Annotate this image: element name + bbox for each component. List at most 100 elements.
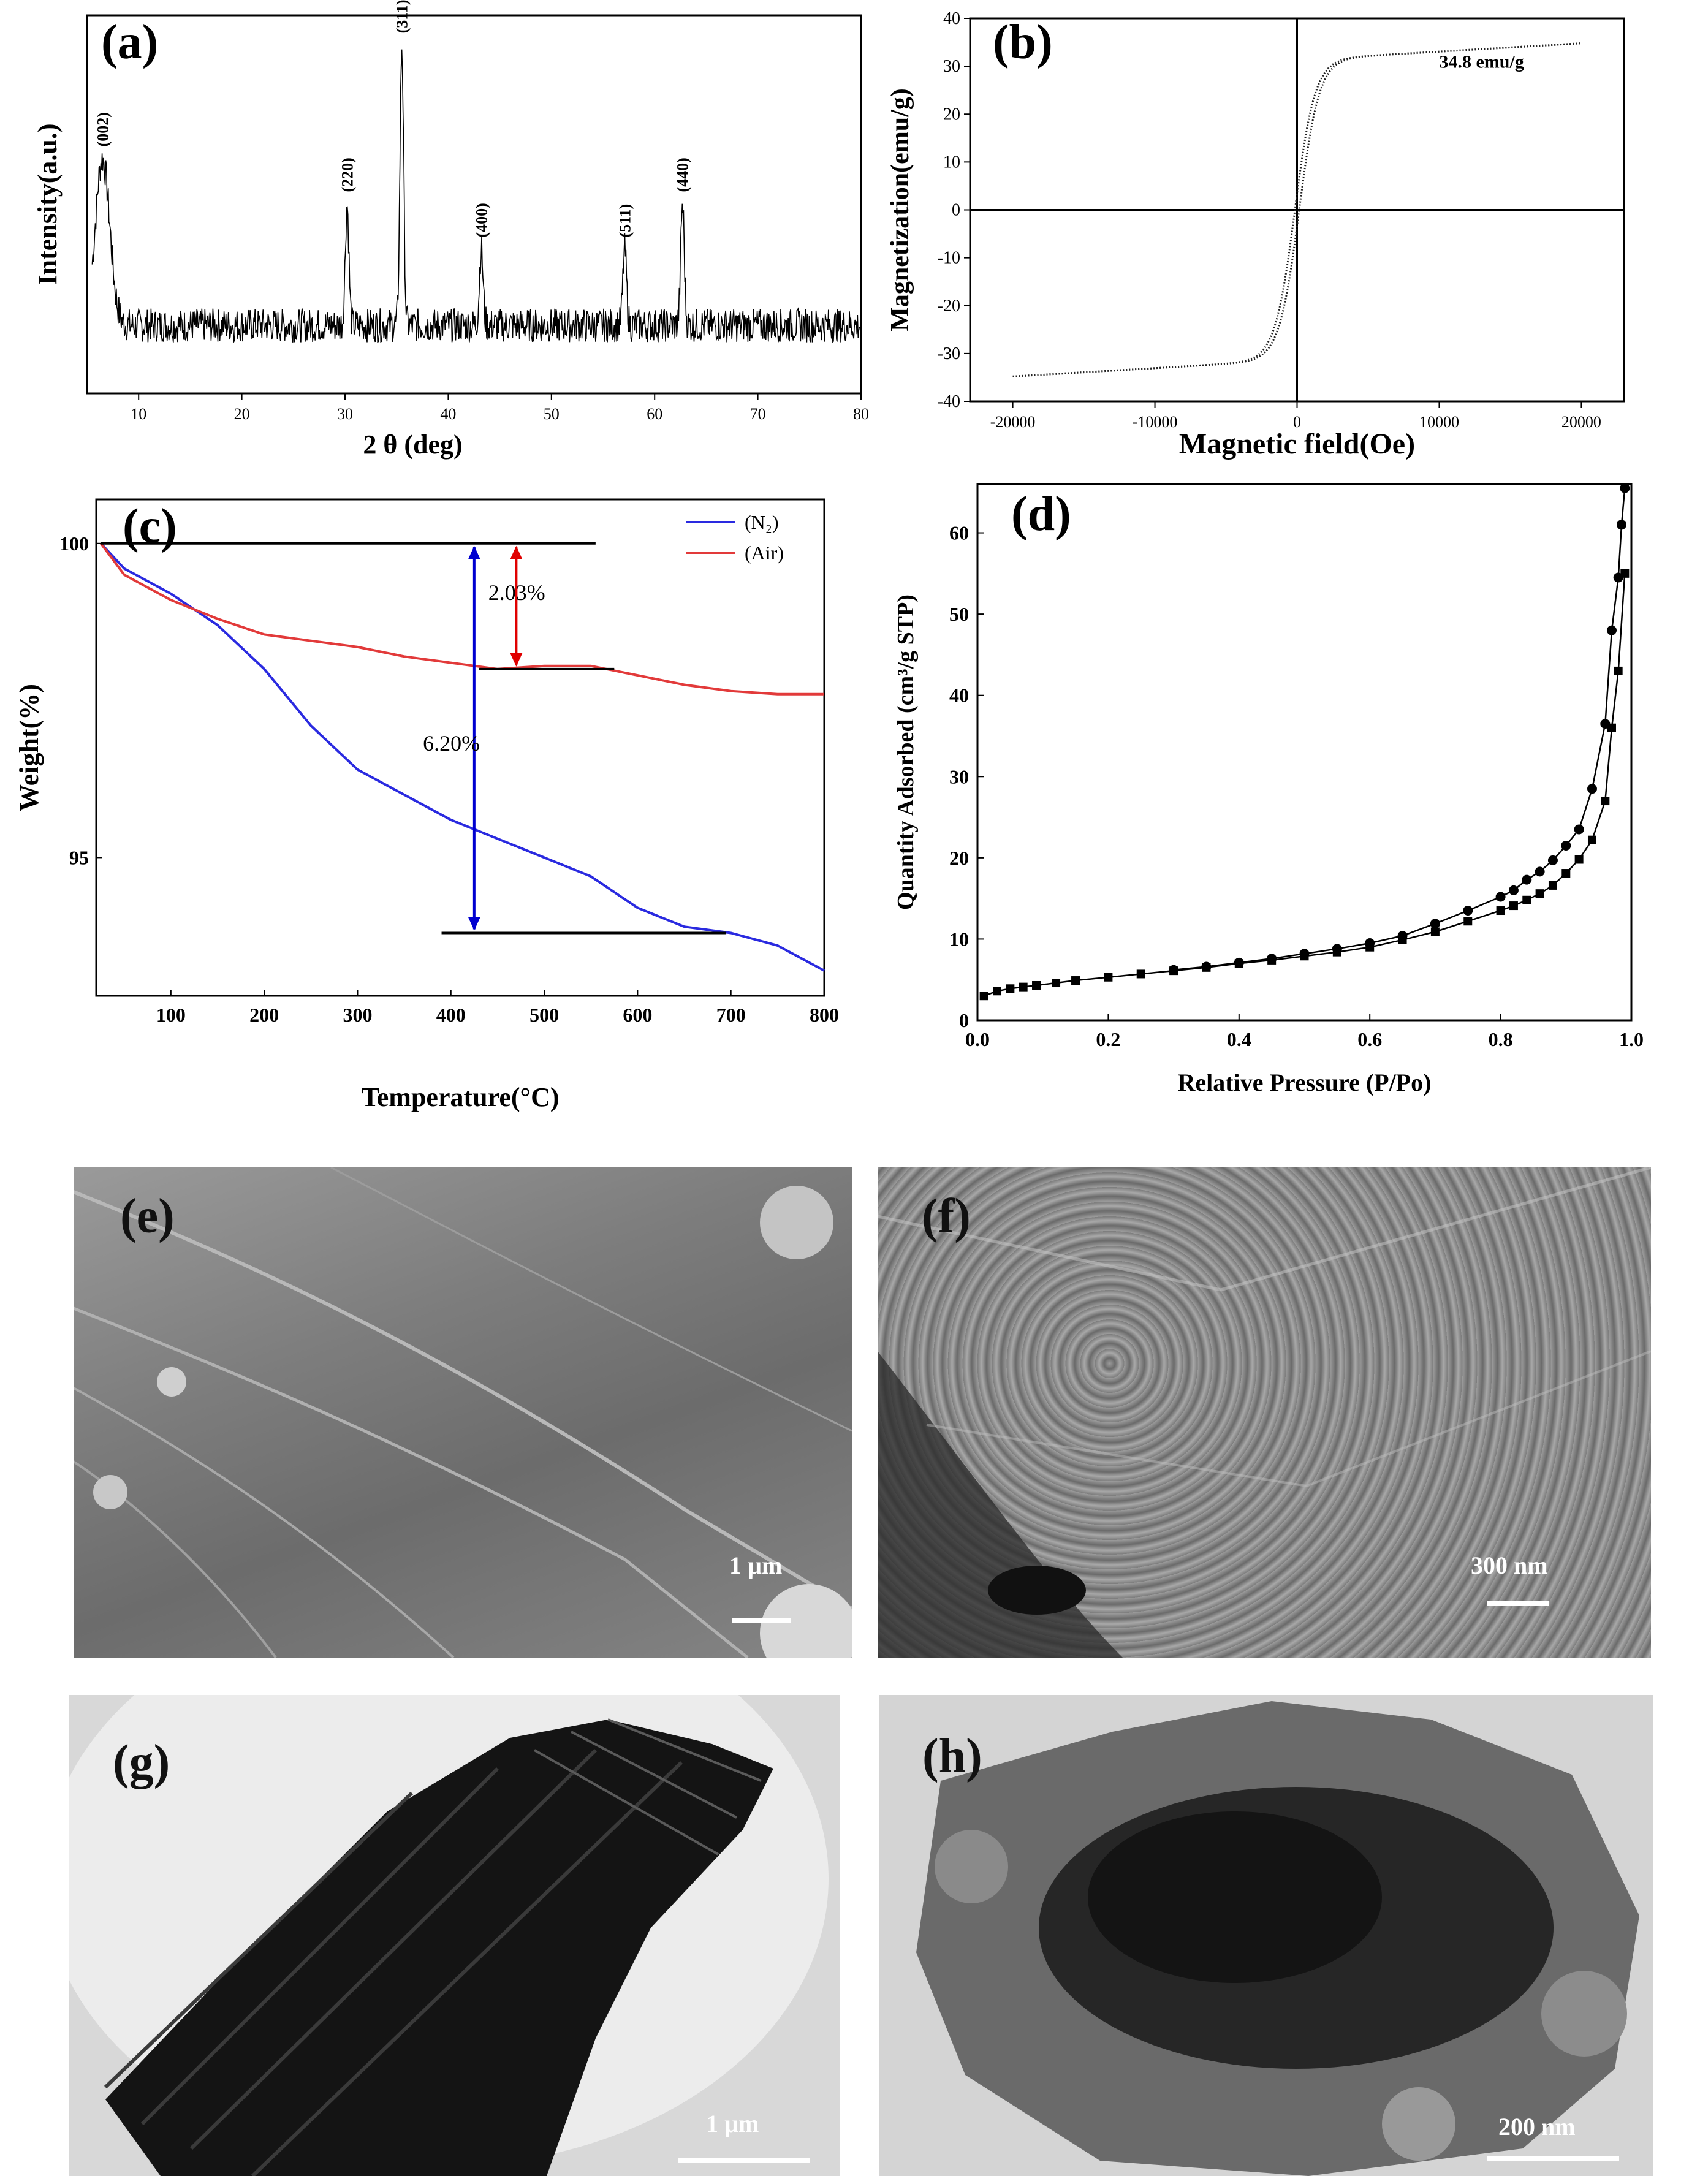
y-tick-label: 50 <box>949 603 969 625</box>
chart-a-svg: 10 20 30 40 50 60 70 80 (002) (220) (311) (400) (511… <box>32 0 869 460</box>
annotation-air-loss: 2.03% <box>488 580 545 605</box>
y-tick-label: 0 <box>952 201 960 220</box>
scale-bar-f <box>1487 1601 1549 1606</box>
x-tick-label: 0.4 <box>1227 1028 1251 1050</box>
scale-bar-h <box>1487 2156 1619 2161</box>
adsorption-point <box>1052 979 1061 988</box>
y-tick-label: 40 <box>943 9 960 28</box>
annotation-n2-loss: 6.20% <box>423 731 480 756</box>
y-tick-label: -10 <box>938 249 960 268</box>
chart-c-svg: 100 200 300 400 500 600 700 800 95 100 (N₂) (Air) 2.… <box>14 498 839 1112</box>
x-tick-label: 0 <box>1293 413 1301 431</box>
adsorption-point <box>1136 969 1145 979</box>
desorption-point <box>1332 944 1342 954</box>
desorption-point <box>1616 520 1626 530</box>
y-tick-label: 20 <box>949 847 969 869</box>
micrograph-g: (g) 1 µm <box>69 1695 840 2176</box>
x-tick-label: 500 <box>529 1004 559 1026</box>
y-tick-label: 20 <box>943 105 960 124</box>
y-axis-label: Magnetization(emu/g) <box>886 88 914 332</box>
saturation-annotation: 34.8 emu/g <box>1439 52 1524 72</box>
y-tick-label: 40 <box>949 684 969 707</box>
desorption-point <box>1234 957 1244 968</box>
panel-label-e: (e) <box>120 1189 175 1243</box>
plot-frame <box>95 498 825 997</box>
scale-label-g: 1 µm <box>706 2110 759 2137</box>
desorption-point <box>1508 885 1519 895</box>
chart-d-svg: 0.0 0.2 0.4 0.6 0.8 1.0 0 10 20 30 40 50 60 (d) Relati… <box>893 483 1644 1096</box>
x-tick-label: 0.2 <box>1096 1028 1120 1050</box>
panel-label-f: (f) <box>922 1189 971 1243</box>
adsorption-point <box>1104 973 1113 982</box>
panel-a: 10 20 30 40 50 60 70 80 (002) (220) (311) (400) (511… <box>0 0 870 466</box>
sem-texture-e <box>74 1167 852 1658</box>
adsorption-point <box>1496 906 1505 916</box>
x-tick-label: 70 <box>750 405 766 423</box>
adsorption-point <box>993 987 1002 996</box>
desorption-point <box>1169 965 1179 975</box>
x-tick-label: 0.0 <box>965 1028 990 1050</box>
peak-label: (002) <box>94 112 112 146</box>
panel-b: -20000 -10000 0 10000 20000 -40 -30 -20 -10 0 10 20… <box>870 0 1681 466</box>
plot-frame <box>86 14 862 395</box>
x-tick-label: 400 <box>436 1004 466 1026</box>
y-tick-label: -20 <box>938 297 960 316</box>
scale-bar-e <box>732 1618 791 1623</box>
sem-texture-f <box>878 1167 1651 1658</box>
x-tick-label: 60 <box>647 405 662 423</box>
adsorption-point <box>1561 869 1571 878</box>
desorption-point <box>1620 483 1630 493</box>
adsorption-point <box>979 992 988 1001</box>
desorption-point <box>1495 892 1506 902</box>
y-tick-label: 95 <box>69 846 89 868</box>
arrow-head-top-1 <box>468 545 480 559</box>
tem-texture-g <box>69 1695 840 2176</box>
adsorption-point <box>1601 797 1610 806</box>
arrow-head-bottom-1 <box>468 917 480 931</box>
micrograph-e: (e) 1 µm <box>74 1167 852 1658</box>
x-tick-label: 600 <box>623 1004 652 1026</box>
x-tick-label: 100 <box>156 1004 186 1026</box>
scale-label-f: 300 nm <box>1471 1552 1548 1579</box>
x-tick-label: 800 <box>810 1004 839 1026</box>
x-tick-label: -10000 <box>1133 413 1178 431</box>
tem-texture-h <box>916 1701 1639 2176</box>
desorption-point <box>1606 625 1617 635</box>
x-axis-label: Relative Pressure (P/Po) <box>1178 1069 1432 1096</box>
x-tick-label: 0.8 <box>1489 1028 1513 1050</box>
hysteresis-branch-down <box>1012 42 1582 377</box>
y-tick-label: 30 <box>949 765 969 787</box>
panel-label-h: (h) <box>922 1729 982 1783</box>
adsorption-point <box>1430 927 1440 936</box>
desorption-point <box>1267 954 1277 964</box>
series-line-0 <box>100 542 825 972</box>
desorption-point <box>1547 855 1558 865</box>
x-tick-label: 1.0 <box>1619 1028 1644 1050</box>
micrograph-h: (h) 200 nm <box>879 1695 1653 2176</box>
desorption-point <box>1561 840 1571 851</box>
y-axis-label: Weight(%) <box>14 684 44 811</box>
peak-label: (220) <box>338 157 356 192</box>
x-tick-label: 50 <box>544 405 560 423</box>
desorption-point <box>1600 719 1611 729</box>
desorption-point <box>1365 938 1375 949</box>
adsorption-point <box>1614 666 1623 675</box>
x-axis-label: Temperature(°C) <box>361 1082 559 1112</box>
scale-bar-g <box>678 2158 810 2163</box>
adsorption-point <box>1522 895 1531 904</box>
panel-label-g: (g) <box>113 1735 170 1789</box>
x-axis-label: 2 θ (deg) <box>363 430 462 460</box>
panel-label-d: (d) <box>1011 487 1071 541</box>
y-tick-label: 60 <box>949 522 969 544</box>
desorption-point <box>1397 931 1408 941</box>
x-axis-label: Magnetic field(Oe) <box>1179 428 1415 460</box>
adsorption-point <box>1535 889 1544 898</box>
y-tick-label: 30 <box>943 57 960 76</box>
x-tick-label: 20 <box>234 405 250 423</box>
legend-label-0: (N₂) <box>745 511 779 533</box>
isotherm-line-desorption <box>1173 488 1626 971</box>
desorption-point <box>1299 949 1310 959</box>
x-tick-label: 0.6 <box>1357 1028 1382 1050</box>
desorption-point <box>1463 906 1473 916</box>
y-tick-label: 0 <box>959 1009 969 1031</box>
